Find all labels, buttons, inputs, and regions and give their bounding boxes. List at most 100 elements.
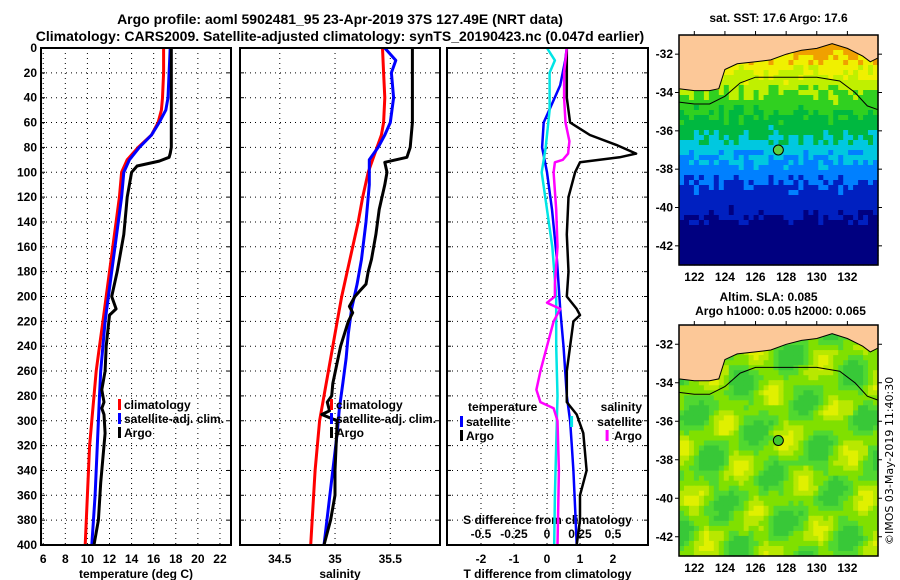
map-cell bbox=[848, 210, 854, 216]
map-cell bbox=[723, 530, 730, 537]
map-cell bbox=[684, 525, 690, 532]
map-cell bbox=[783, 400, 790, 406]
map-cell bbox=[858, 540, 864, 547]
map-cell bbox=[863, 530, 869, 537]
map-cell bbox=[788, 250, 795, 256]
map-cell bbox=[743, 245, 750, 251]
map-cell bbox=[808, 345, 814, 351]
map-cell bbox=[778, 155, 785, 161]
map-cell bbox=[778, 240, 785, 246]
map-cell bbox=[768, 415, 775, 421]
map-cell bbox=[763, 90, 770, 96]
map-cell bbox=[679, 165, 685, 171]
map-cell bbox=[718, 445, 725, 452]
map-cell bbox=[684, 210, 690, 216]
map-cell bbox=[693, 495, 700, 502]
map-cell bbox=[753, 245, 760, 251]
map-cell bbox=[783, 170, 790, 176]
map-cell bbox=[868, 255, 874, 261]
legend-label-climatology: climatology bbox=[124, 398, 191, 412]
map-cell bbox=[758, 225, 765, 231]
map-cell bbox=[713, 480, 720, 487]
map-cell bbox=[848, 430, 854, 437]
map-cell bbox=[748, 140, 755, 146]
map-cell bbox=[838, 350, 844, 356]
map-cell bbox=[868, 205, 874, 211]
map-cell bbox=[858, 60, 864, 66]
map-cell bbox=[868, 546, 874, 552]
map-cell bbox=[743, 515, 750, 522]
map-cell bbox=[698, 485, 705, 492]
map-cell bbox=[723, 140, 730, 146]
map-cell bbox=[818, 345, 824, 351]
map-cell bbox=[868, 165, 874, 171]
map-cell bbox=[798, 405, 804, 411]
map-cell bbox=[748, 480, 755, 487]
map-cell bbox=[833, 485, 839, 492]
map-cell bbox=[843, 160, 849, 166]
map-cell bbox=[838, 110, 844, 116]
map-cell bbox=[833, 80, 839, 86]
map-cell bbox=[798, 255, 804, 261]
map-cell bbox=[679, 500, 685, 507]
map-cell bbox=[723, 380, 730, 386]
map-cell bbox=[684, 180, 690, 186]
map-cell bbox=[684, 95, 690, 101]
map-cell bbox=[783, 100, 790, 106]
map-cell bbox=[838, 375, 844, 381]
map-cell bbox=[684, 130, 690, 136]
map-cell bbox=[848, 546, 854, 552]
map-cell bbox=[833, 95, 839, 101]
map-cell bbox=[788, 370, 795, 376]
map-cell bbox=[728, 220, 735, 226]
map-cell bbox=[738, 520, 745, 527]
map-cell bbox=[758, 140, 765, 146]
map-cell bbox=[808, 75, 814, 81]
map-cell bbox=[873, 80, 879, 86]
map-cell bbox=[773, 80, 780, 86]
map-cell bbox=[768, 205, 775, 211]
map-cell bbox=[778, 390, 785, 396]
map-cell bbox=[823, 75, 829, 81]
map-cell bbox=[733, 551, 740, 557]
map-cell bbox=[823, 215, 829, 221]
map-cell bbox=[723, 170, 730, 176]
map-cell bbox=[733, 490, 740, 497]
map-cell bbox=[698, 520, 705, 527]
map-cell bbox=[808, 480, 814, 487]
map-frame bbox=[678, 34, 879, 266]
map-cell bbox=[863, 105, 869, 111]
map-cell bbox=[863, 190, 869, 196]
map-cell bbox=[733, 255, 740, 261]
map-cell bbox=[778, 365, 785, 371]
map-cell bbox=[823, 525, 829, 532]
map-cell bbox=[793, 510, 799, 517]
map-cell bbox=[733, 445, 740, 452]
map-cell bbox=[718, 150, 725, 156]
map-cell bbox=[753, 255, 760, 261]
map-cell bbox=[708, 150, 715, 156]
map-cell bbox=[838, 190, 844, 196]
map-cell bbox=[679, 510, 685, 517]
map-cell bbox=[853, 510, 859, 517]
map-cell bbox=[828, 135, 834, 141]
map-cell bbox=[813, 435, 819, 442]
map-cell bbox=[873, 200, 879, 206]
map-cell bbox=[693, 420, 700, 426]
map-cell bbox=[863, 170, 869, 176]
map-cell bbox=[848, 85, 854, 91]
map-cell bbox=[758, 505, 765, 512]
map-cell bbox=[838, 175, 844, 181]
map-cell bbox=[718, 210, 725, 216]
map-cell bbox=[803, 85, 809, 91]
map-cell bbox=[723, 95, 730, 101]
map-cell bbox=[858, 440, 864, 447]
map-cell bbox=[798, 160, 804, 166]
map-cell bbox=[689, 520, 695, 527]
map-cell bbox=[808, 450, 814, 457]
map-cell bbox=[763, 375, 770, 381]
map-cell bbox=[838, 95, 844, 101]
map-cell bbox=[793, 170, 799, 176]
map-cell bbox=[763, 551, 770, 557]
